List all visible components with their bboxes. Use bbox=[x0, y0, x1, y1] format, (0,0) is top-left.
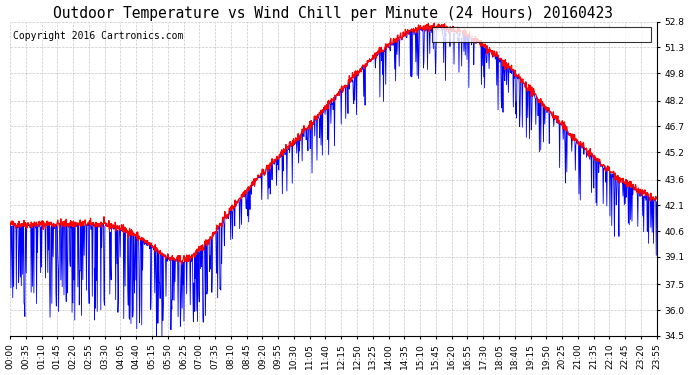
Legend: Wind Chill  (°F), Temperature  (°F): Wind Chill (°F), Temperature (°F) bbox=[432, 27, 651, 42]
Text: Copyright 2016 Cartronics.com: Copyright 2016 Cartronics.com bbox=[13, 31, 184, 41]
Title: Outdoor Temperature vs Wind Chill per Minute (24 Hours) 20160423: Outdoor Temperature vs Wind Chill per Mi… bbox=[53, 6, 613, 21]
